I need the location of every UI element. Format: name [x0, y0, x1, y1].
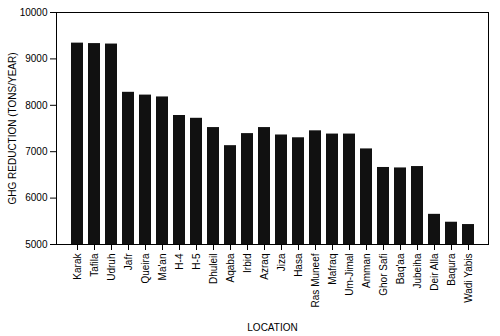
- svg-text:Queira: Queira: [140, 253, 151, 283]
- svg-text:Jafr: Jafr: [123, 253, 134, 270]
- svg-text:GHG REDUCTION (TONS/YEAR): GHG REDUCTION (TONS/YEAR): [7, 52, 18, 204]
- svg-text:Baqura: Baqura: [446, 253, 457, 286]
- svg-text:6000: 6000: [25, 192, 48, 203]
- svg-text:Ras Muneef: Ras Muneef: [310, 253, 321, 307]
- svg-text:Amman: Amman: [361, 254, 372, 288]
- svg-text:Hasa: Hasa: [293, 253, 304, 277]
- svg-text:LOCATION: LOCATION: [247, 322, 297, 333]
- svg-text:Jubeiha: Jubeiha: [412, 253, 423, 288]
- svg-text:9000: 9000: [25, 53, 48, 64]
- svg-text:Wadi Yabis: Wadi Yabis: [463, 254, 474, 303]
- svg-text:Baq'aa: Baq'aa: [395, 253, 406, 284]
- svg-text:Mafraq: Mafraq: [327, 254, 338, 285]
- svg-text:Ghor Safi: Ghor Safi: [378, 254, 389, 296]
- svg-text:Um-Jimal: Um-Jimal: [344, 254, 355, 296]
- svg-text:5000: 5000: [25, 239, 48, 250]
- svg-text:Karak: Karak: [72, 253, 83, 280]
- svg-text:Aqaba: Aqaba: [225, 253, 236, 282]
- svg-text:Dhuleil: Dhuleil: [208, 254, 219, 285]
- svg-text:10000: 10000: [20, 7, 48, 18]
- svg-text:Irbid: Irbid: [242, 254, 253, 273]
- svg-text:8000: 8000: [25, 100, 48, 111]
- svg-text:Deir Alla: Deir Alla: [429, 253, 440, 291]
- svg-text:Azraq: Azraq: [259, 254, 270, 280]
- svg-text:Ma'an: Ma'an: [157, 254, 168, 281]
- svg-text:H-4: H-4: [174, 253, 185, 270]
- svg-text:Tafila: Tafila: [89, 253, 100, 277]
- svg-text:7000: 7000: [25, 146, 48, 157]
- svg-text:Udruh: Udruh: [106, 254, 117, 281]
- svg-text:Jiza: Jiza: [276, 253, 287, 271]
- svg-text:H-5: H-5: [191, 253, 202, 270]
